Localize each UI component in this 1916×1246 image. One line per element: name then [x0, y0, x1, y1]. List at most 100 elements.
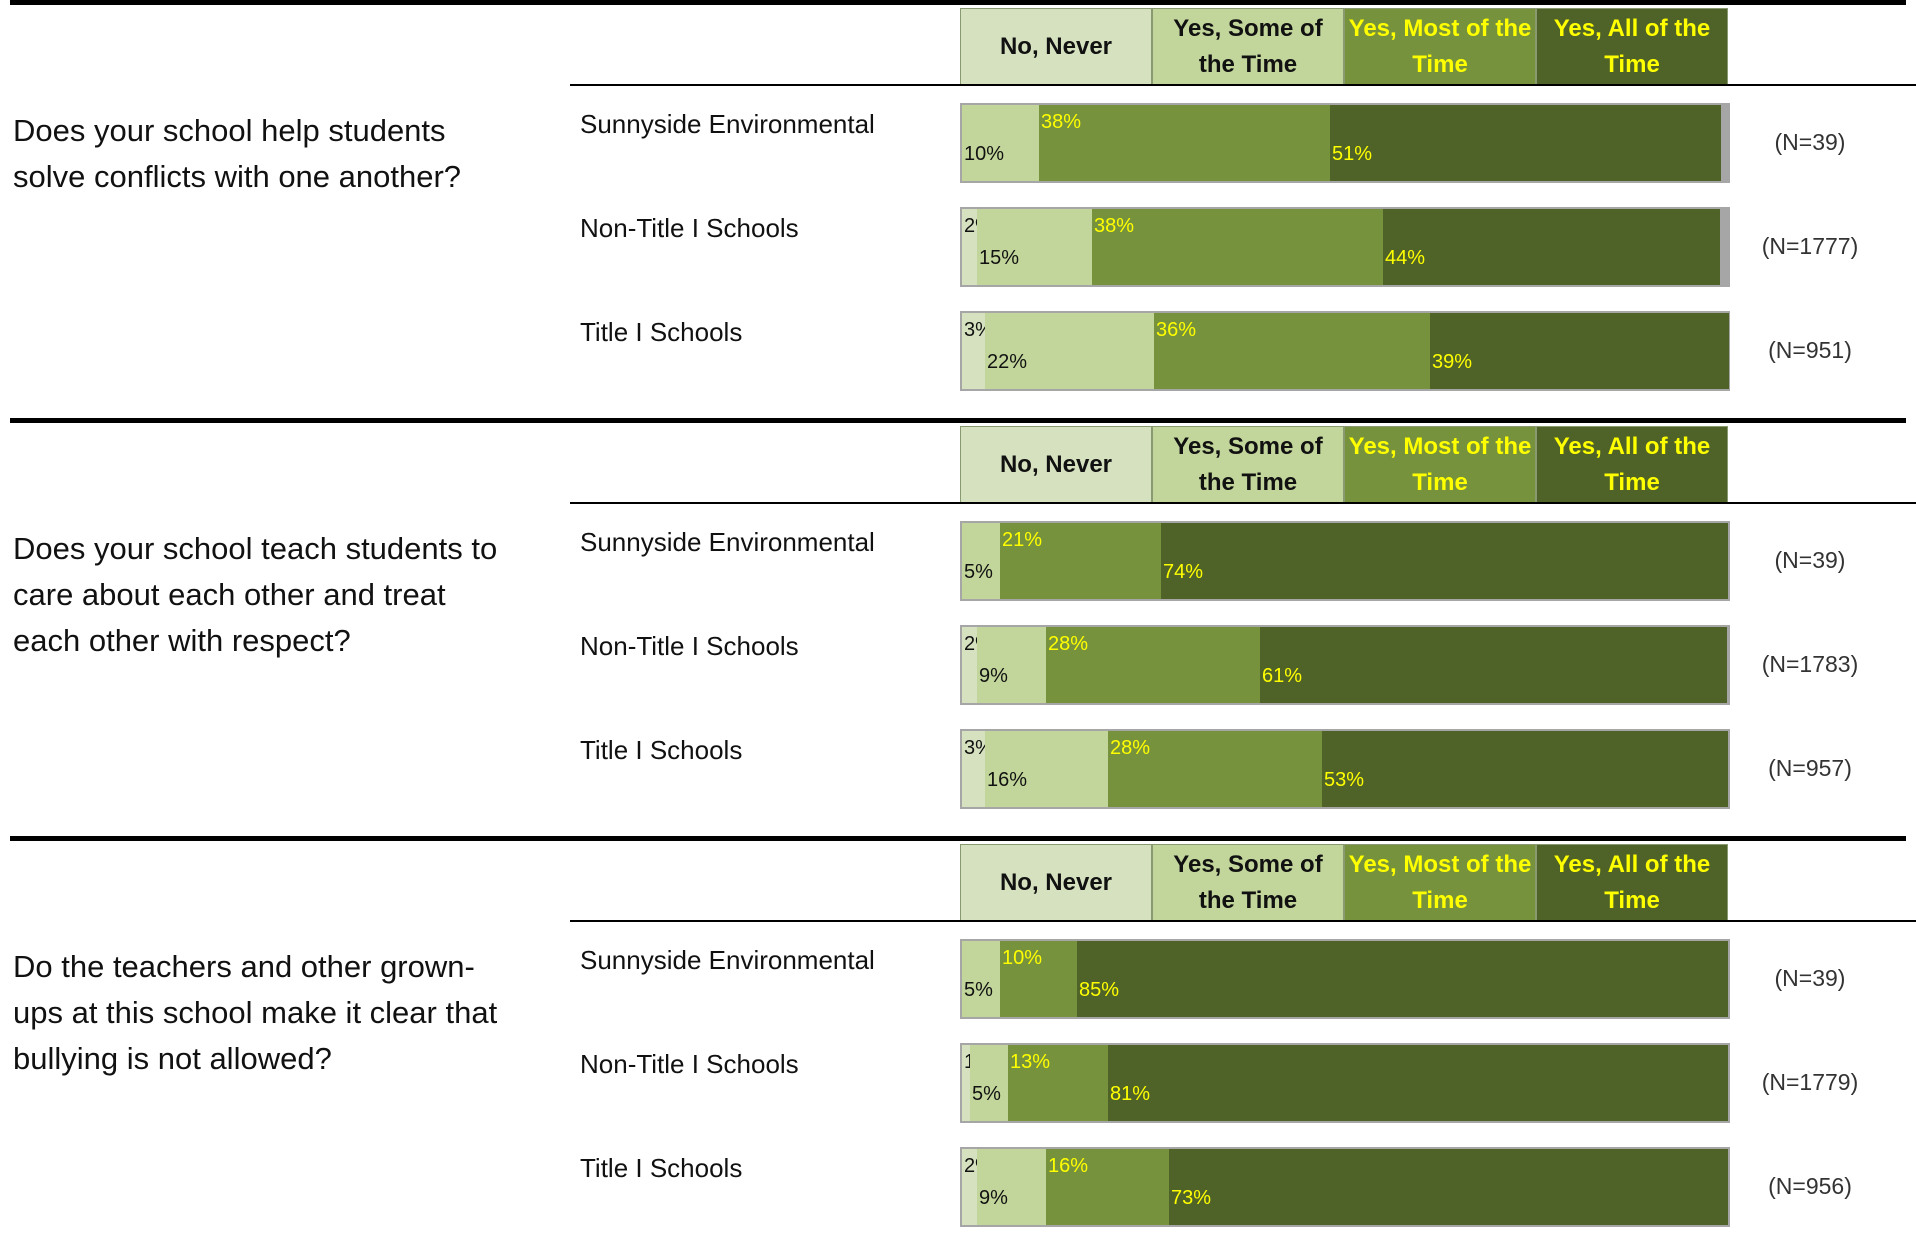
bar-segment-some-of-the-time — [962, 523, 1000, 599]
bar-segment-no-never — [962, 209, 977, 285]
data-label: 9% — [979, 1187, 1008, 1209]
header-rule — [570, 502, 1916, 504]
legend-header-most-of-the-time: Yes, Most of the Time — [1344, 8, 1536, 86]
legend-header-most-of-the-time: Yes, Most of the Time — [1344, 426, 1536, 504]
data-label: 51% — [1332, 143, 1373, 165]
question-text: Does your school help students solve con… — [13, 113, 462, 194]
bar-segment-all-of-the-time — [1322, 731, 1728, 807]
data-label: 10% — [1002, 947, 1043, 969]
legend-header-no-never: No, Never — [960, 8, 1152, 86]
bar-segment-most-of-the-time — [1154, 313, 1430, 389]
bar-segment-most-of-the-time — [1092, 209, 1383, 285]
bar-segment-most-of-the-time — [1039, 105, 1330, 181]
bar-segment-some-of-the-time — [962, 105, 1039, 181]
data-label: 15% — [979, 247, 1020, 269]
bar-segment-all-of-the-time — [1430, 313, 1729, 389]
bar-segment-some-of-the-time — [962, 941, 1000, 1017]
legend-header-no-never: No, Never — [960, 426, 1152, 504]
stacked-bar: 2%9%16%73% — [960, 1147, 1730, 1227]
data-label: 28% — [1048, 633, 1089, 655]
row-label: Title I Schools — [580, 1153, 743, 1183]
data-label: 53% — [1324, 769, 1365, 791]
row-label: Non-Title I Schools — [580, 1049, 799, 1079]
sample-size-label: (N=956) — [1768, 1173, 1852, 1199]
data-label: 13% — [1010, 1051, 1051, 1073]
bar-segment-some-of-the-time — [977, 209, 1092, 285]
bar-segment-no-never — [962, 731, 985, 807]
question-text: Do the teachers and other grown-ups at t… — [13, 949, 498, 1076]
data-label: 44% — [1385, 247, 1426, 269]
stacked-bar: 10% 38% 51% — [960, 103, 1730, 183]
data-label: 5% — [964, 561, 993, 583]
legend-header-all-of-the-time: Yes, All of the Time — [1536, 844, 1728, 922]
stacked-bar: 5% 10% 85% — [960, 939, 1730, 1019]
stacked-bar: 2%15%38%44% — [960, 207, 1730, 287]
bar-segment-all-of-the-time — [1108, 1045, 1728, 1121]
sample-size-label: (N=1777) — [1761, 233, 1859, 259]
sample-size-label: (N=39) — [1774, 547, 1846, 573]
data-label: 16% — [987, 769, 1028, 791]
question-panel: No, Never Yes, Some of the Time Yes, Most … — [0, 0, 1916, 410]
bar-segment-all-of-the-time — [1161, 523, 1728, 599]
legend-header-some-of-the-time: Yes, Some of the Time — [1152, 844, 1344, 922]
bar-segment-all-of-the-time — [1383, 209, 1720, 285]
stacked-bar: 1%5%13%81% — [960, 1043, 1730, 1123]
question-panel: No, Never Yes, Some of the Time Yes, Most … — [0, 418, 1916, 828]
legend-header-most-of-the-time: Yes, Most of the Time — [1344, 844, 1536, 922]
data-label: 74% — [1163, 561, 1204, 583]
data-label: 5% — [972, 1083, 1001, 1105]
stacked-bar: 2%9%28%61% — [960, 625, 1730, 705]
legend-header-some-of-the-time: Yes, Some of the Time — [1152, 8, 1344, 86]
bar-segment-most-of-the-time — [1046, 1149, 1169, 1225]
sample-size-label: (N=39) — [1774, 965, 1846, 991]
bar-segment-some-of-the-time — [970, 1045, 1008, 1121]
data-label: 22% — [987, 351, 1028, 373]
stacked-bar: 3% 22% 36% 39% — [960, 311, 1730, 391]
bar-segment-no-never — [962, 313, 985, 389]
bar-segment-some-of-the-time — [977, 627, 1046, 703]
bar-segment-some-of-the-time — [985, 313, 1154, 389]
data-label: 61% — [1262, 665, 1303, 687]
legend-header-some-of-the-time: Yes, Some of the Time — [1152, 426, 1344, 504]
sample-size-label: (N=951) — [1768, 337, 1852, 363]
bar-segment-no-never — [962, 1149, 977, 1225]
data-label: 38% — [1041, 111, 1082, 133]
row-label: Non-Title I Schools — [580, 631, 799, 661]
stacked-bar: 5% 21% 74% — [960, 521, 1730, 601]
bar-segment-most-of-the-time — [1008, 1045, 1108, 1121]
sample-size-label: (N=1783) — [1761, 651, 1859, 677]
data-label: 39% — [1432, 351, 1473, 373]
bar-segment-all-of-the-time — [1169, 1149, 1728, 1225]
question-panel: No, Never Yes, Some of the Time Yes, Most … — [0, 836, 1916, 1246]
sample-size-label: (N=957) — [1768, 755, 1852, 781]
panel-divider — [10, 836, 1906, 841]
row-label: Sunnyside Environmental — [580, 945, 875, 975]
data-label: 38% — [1094, 215, 1135, 237]
data-label: 73% — [1171, 1187, 1212, 1209]
data-label: 5% — [964, 979, 993, 1001]
data-label: 85% — [1079, 979, 1120, 1001]
bar-segment-all-of-the-time — [1077, 941, 1728, 1017]
bar-segment-some-of-the-time — [985, 731, 1108, 807]
bar-segment-most-of-the-time — [1046, 627, 1260, 703]
sample-size-label: (N=1779) — [1761, 1069, 1859, 1095]
row-label: Title I Schools — [580, 735, 743, 765]
bar-segment-no-never — [962, 1045, 970, 1121]
data-label: 9% — [979, 665, 1008, 687]
data-label: 36% — [1156, 319, 1197, 341]
data-label: 10% — [964, 143, 1005, 165]
data-label: 16% — [1048, 1155, 1089, 1177]
panel-divider — [10, 0, 1906, 5]
stacked-bar: 3% 16% 28% 53% — [960, 729, 1730, 809]
row-label: Non-Title I Schools — [580, 213, 799, 243]
legend-header-all-of-the-time: Yes, All of the Time — [1536, 426, 1728, 504]
header-rule — [570, 920, 1916, 922]
bar-segment-most-of-the-time — [1000, 523, 1161, 599]
bar-segment-all-of-the-time — [1330, 105, 1721, 181]
bar-segment-no-never — [962, 627, 977, 703]
header-rule — [570, 84, 1916, 86]
legend-header-all-of-the-time: Yes, All of the Time — [1536, 8, 1728, 86]
bar-segment-all-of-the-time — [1260, 627, 1727, 703]
bar-segment-most-of-the-time — [1108, 731, 1322, 807]
legend-header-no-never: No, Never — [960, 844, 1152, 922]
